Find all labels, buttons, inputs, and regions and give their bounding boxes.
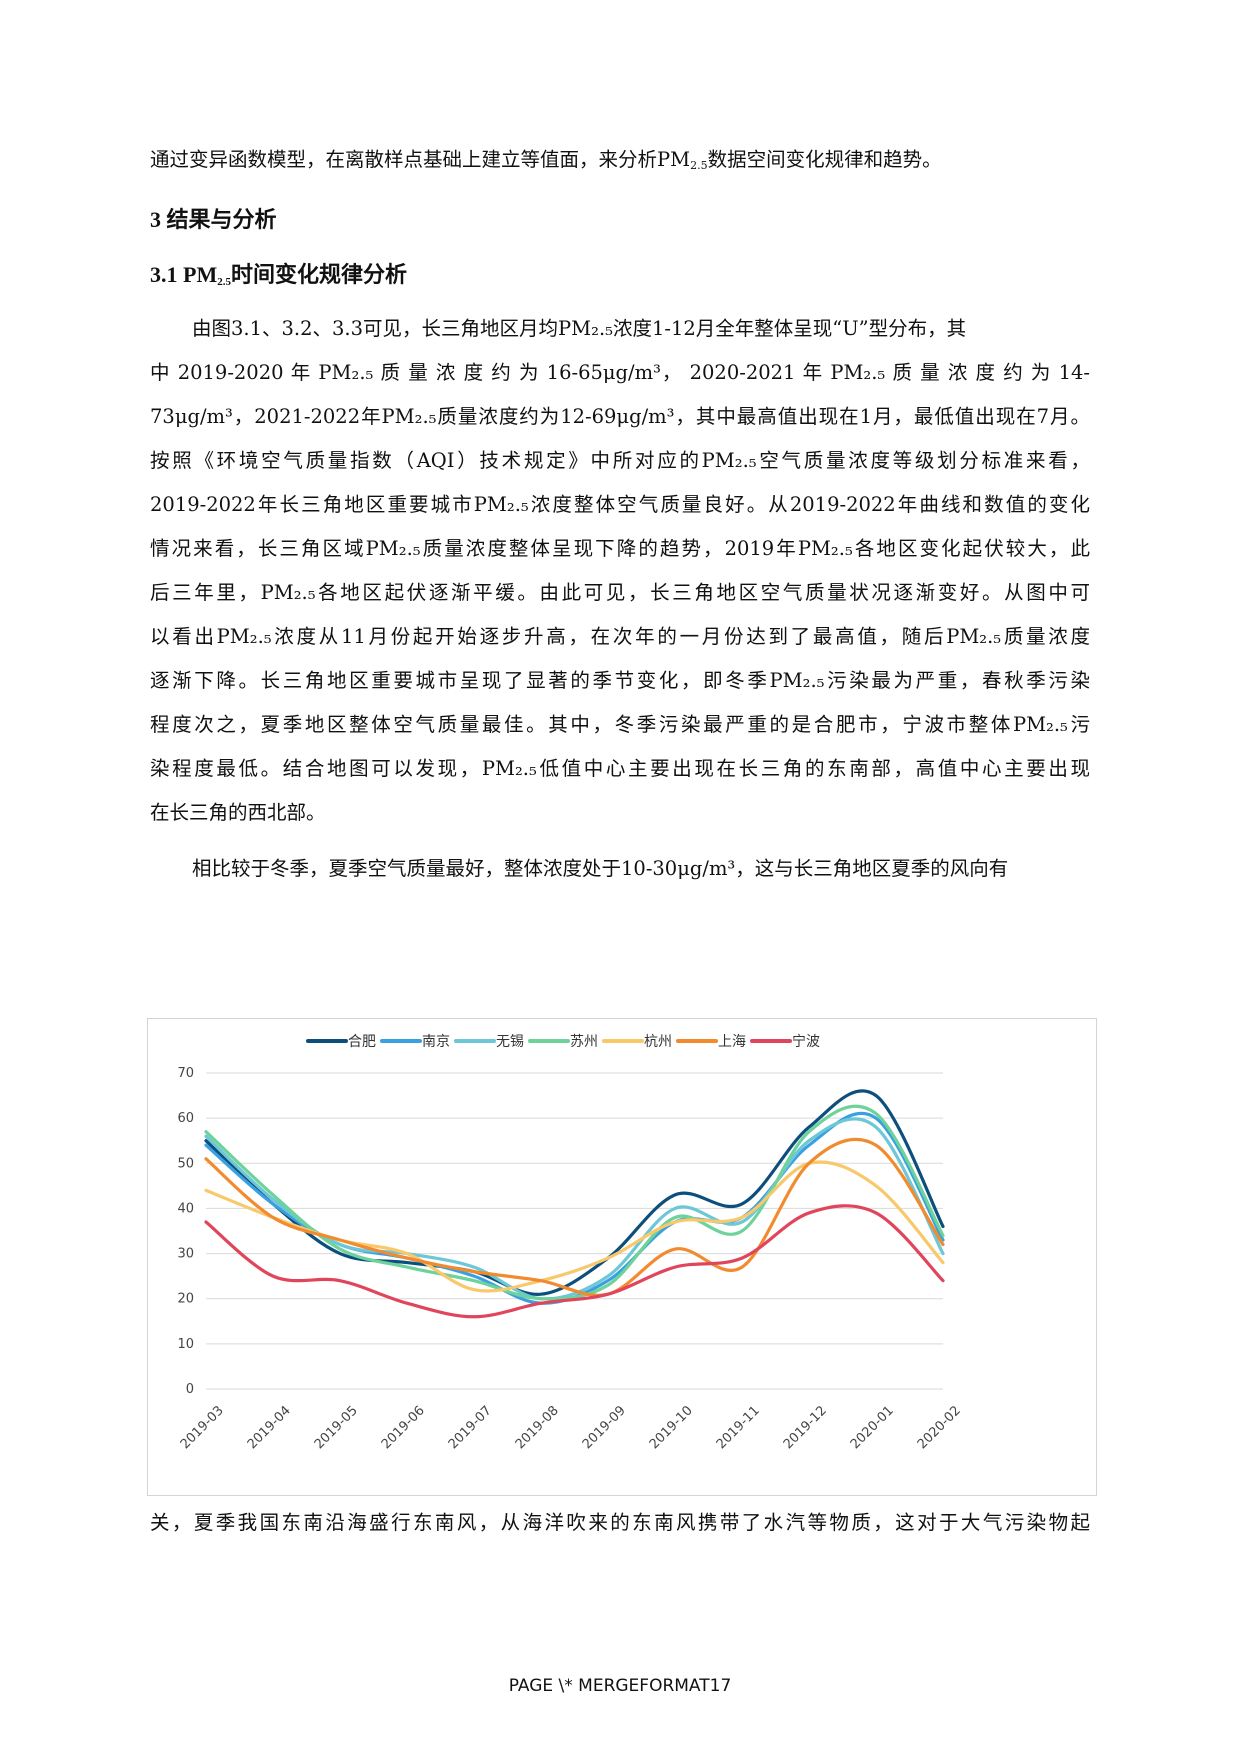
series-line-宁波 — [204, 1204, 945, 1319]
series-line-杭州 — [204, 1160, 945, 1293]
series-line-合肥 — [204, 1089, 945, 1296]
x-tick-label: 2020-01 — [848, 1403, 897, 1452]
paragraph-line: 染程度最低。结合地图可以发现，PM₂.₅低值中心主要出现在长三角的东南部，高值中… — [150, 757, 1090, 780]
x-tick-label: 2020-02 — [915, 1403, 964, 1452]
page-footer: PAGE \* MERGEFORMAT17 — [508, 1676, 732, 1696]
legend-label: 南京 — [422, 1034, 450, 1050]
y-tick-label: 30 — [177, 1247, 194, 1262]
paragraph-line: 按照《环境空气质量指数（AQI）技术规定》中所对应的PM₂.₅空气质量浓度等级划… — [150, 449, 1090, 472]
legend-label: 宁波 — [792, 1033, 820, 1050]
chart-svg: 70 60 50 40 30 20 10 0 2019-03 2019-04 2019-05 2019… — [177, 1033, 964, 1452]
paragraph-line: 2019-2022年长三角地区重要城市PM₂.₅浓度整体空气质量良好。从2019… — [150, 493, 1090, 516]
y-tick-label: 20 — [177, 1292, 194, 1307]
paragraph-intro-line: 通过变异函数模型，在离散样点基础上建立等值面，来分析PM2.5数据空间变化规律和… — [150, 148, 942, 172]
x-tick-label: 2019-11 — [714, 1403, 763, 1452]
legend-label: 苏州 — [570, 1034, 598, 1050]
paragraph-line: 后三年里，PM₂.₅各地区起伏逐渐平缓。由此可见，长三角地区空气质量状况逐渐变好… — [150, 581, 1090, 604]
x-tick-label: 2019-09 — [580, 1403, 629, 1452]
paragraph-line: 关，夏季我国东南沿海盛行东南风，从海洋吹来的东南风携带了水汽等物质，这对于大气污… — [150, 1511, 1090, 1534]
y-tick-label: 70 — [177, 1066, 194, 1081]
x-tick-label: 2019-12 — [781, 1403, 830, 1452]
series-line-苏州 — [204, 1104, 945, 1301]
legend-label: 杭州 — [644, 1034, 672, 1050]
x-tick-label: 2019-04 — [245, 1403, 294, 1452]
x-tick-label: 2019-03 — [178, 1403, 227, 1452]
paragraph-line: 相比较于冬季，夏季空气质量最好，整体浓度处于10-30μg/m³，这与长三角地区… — [192, 857, 1009, 880]
y-tick-label: 0 — [186, 1382, 194, 1397]
paragraph-line: 逐渐下降。长三角地区重要城市呈现了显著的季节变化，即冬季PM₂.₅污染最为严重，… — [150, 669, 1090, 692]
x-tick-label: 2019-10 — [647, 1403, 696, 1452]
paragraph-line: 73μg/m³，2021-2022年PM₂.₅质量浓度约为12-69μg/m³，… — [150, 405, 1090, 428]
pm25-line-chart: 70 60 50 40 30 20 10 0 2019-03 2019-04 2019-05 2019… — [147, 1018, 1097, 1496]
y-tick-label: 60 — [177, 1111, 194, 1126]
legend-label: 无锡 — [496, 1034, 524, 1050]
paragraph-line: 以看出PM₂.₅浓度从11月份起开始逐步升高，在次年的一月份达到了最高值，随后P… — [150, 625, 1090, 648]
legend-label: 上海 — [718, 1034, 746, 1050]
paragraph-line: 在长三角的西北部。 — [150, 801, 326, 824]
paragraph-line: 由图3.1、3.2、3.3可见，长三角地区月均PM₂.₅浓度1-12月全年整体呈… — [192, 317, 967, 340]
x-tick-label: 2019-07 — [446, 1403, 495, 1452]
subsection-heading: 3.1 PM2.5时间变化规律分析 — [150, 262, 407, 288]
series-line-无锡 — [204, 1117, 945, 1301]
x-tick-label: 2019-05 — [312, 1403, 361, 1452]
x-tick-label: 2019-08 — [513, 1403, 562, 1452]
paragraph-line: 中 2019-2020 年 PM₂.₅ 质 量 浓 度 约 为 16-65μg/… — [150, 361, 1090, 384]
y-tick-label: 50 — [177, 1156, 194, 1171]
y-tick-label: 10 — [177, 1337, 194, 1352]
y-tick-label: 40 — [177, 1201, 194, 1216]
x-tick-label: 2019-06 — [379, 1403, 428, 1452]
legend-label: 合肥 — [348, 1034, 376, 1050]
paragraph-line: 程度次之，夏季地区整体空气质量最佳。其中，冬季污染最严重的是合肥市，宁波市整体P… — [150, 713, 1090, 736]
paragraph-line: 情况来看，长三角区域PM₂.₅质量浓度整体呈现下降的趋势，2019年PM₂.₅各… — [150, 537, 1090, 560]
section-heading: 3 结果与分析 — [150, 207, 277, 232]
